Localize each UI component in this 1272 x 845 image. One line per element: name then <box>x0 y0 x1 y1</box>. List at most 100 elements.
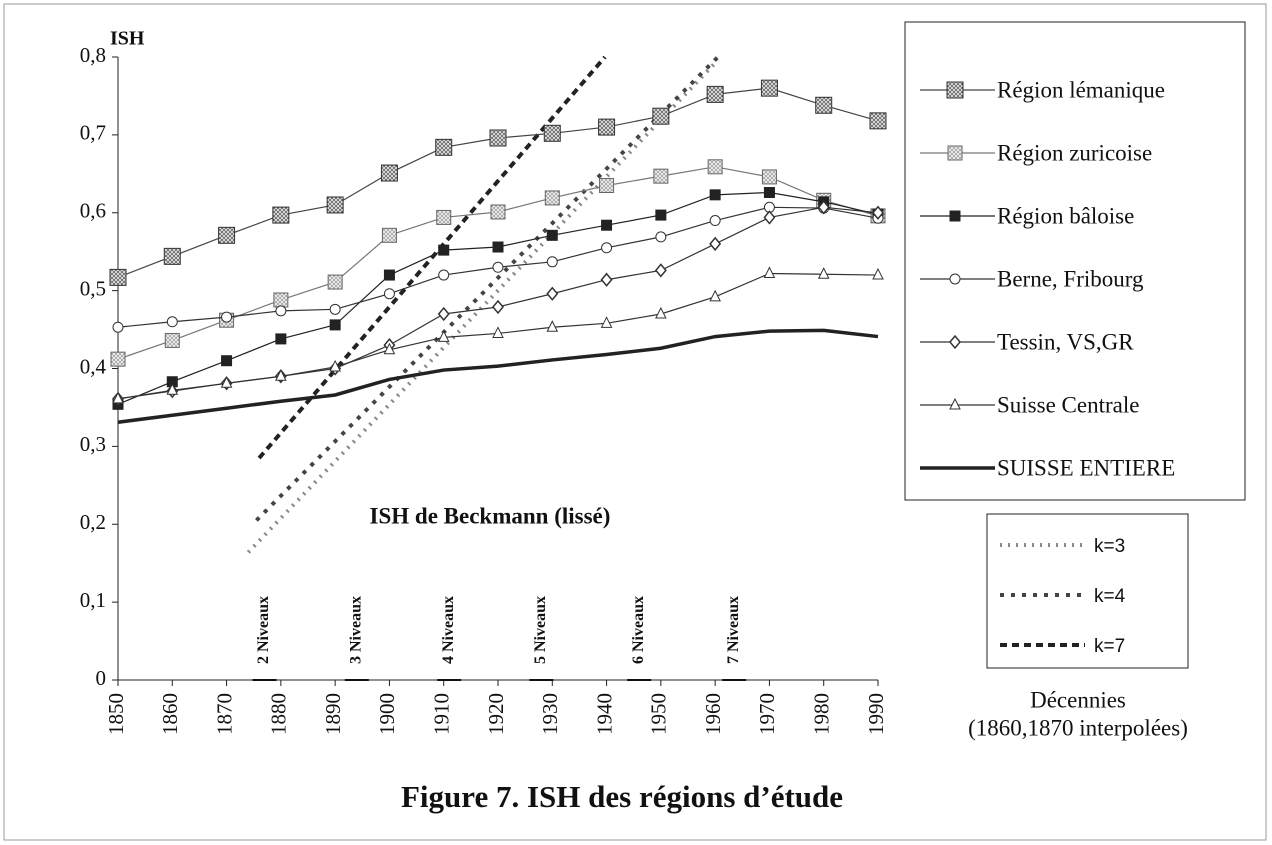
marker <box>546 286 559 301</box>
marker <box>437 306 450 322</box>
marker <box>652 107 670 125</box>
marker <box>543 124 561 142</box>
marker <box>437 330 450 342</box>
marker <box>761 169 777 185</box>
marker <box>275 333 287 345</box>
x-tick-label: 1930 <box>538 693 562 735</box>
level-label: 7 Niveaux <box>725 596 742 664</box>
marker <box>709 215 721 227</box>
legend-box <box>904 21 1246 501</box>
x-tick-label: 1920 <box>484 693 508 735</box>
legend-label: Région lémanique <box>997 77 1165 102</box>
x-tick-label: 1950 <box>647 693 671 735</box>
marker <box>544 190 560 206</box>
marker <box>110 351 126 367</box>
marker <box>383 269 395 281</box>
marker <box>709 236 722 252</box>
reference-line <box>255 55 720 522</box>
legend-label: k=7 <box>1094 636 1125 657</box>
marker <box>221 355 233 367</box>
level-label: 5 Niveaux <box>532 596 549 664</box>
marker <box>654 263 667 278</box>
marker <box>329 359 341 372</box>
marker <box>763 210 776 225</box>
x-tick-label: 1900 <box>375 693 399 735</box>
y-tick-label: 0,8 <box>80 43 106 67</box>
marker <box>327 274 343 290</box>
x-tick-label: 1880 <box>267 693 291 735</box>
marker <box>436 209 452 225</box>
y-tick-label: 0,3 <box>80 432 106 456</box>
y-tick-label: 0,5 <box>80 276 106 300</box>
marker <box>438 244 450 256</box>
x-tick-label: 1990 <box>864 693 888 735</box>
marker <box>655 306 667 319</box>
legend-label: Tessin, VS,GR <box>997 329 1134 354</box>
x-axis-label: (1860,1870 interpolées) <box>968 715 1188 740</box>
marker <box>383 342 396 355</box>
marker <box>815 96 833 114</box>
marker <box>709 189 721 201</box>
x-tick-label: 1970 <box>755 693 779 735</box>
marker <box>438 269 450 281</box>
marker <box>272 206 290 224</box>
marker <box>273 292 289 308</box>
marker <box>600 316 613 328</box>
marker <box>329 303 341 315</box>
marker <box>112 321 124 333</box>
legend-label: Suisse Centrale <box>997 392 1139 417</box>
x-tick-label: 1850 <box>104 693 128 735</box>
marker <box>600 272 613 287</box>
y-tick-label: 0,7 <box>80 121 106 145</box>
marker <box>221 311 233 323</box>
marker <box>869 112 887 130</box>
marker <box>164 332 180 348</box>
marker <box>112 391 124 404</box>
level-label: 4 Niveaux <box>440 596 457 664</box>
level-label: 2 Niveaux <box>255 596 272 664</box>
marker <box>763 266 776 278</box>
marker <box>546 229 558 241</box>
marker <box>546 320 559 332</box>
legend-box-k <box>986 513 1189 669</box>
marker <box>166 316 178 328</box>
x-tick-label: 1940 <box>592 693 616 735</box>
legend-label: k=4 <box>1094 586 1126 607</box>
marker <box>707 159 723 175</box>
reference-line <box>257 55 607 460</box>
marker <box>275 369 287 381</box>
x-tick-label: 1870 <box>212 693 236 735</box>
marker <box>763 187 775 199</box>
level-label: 6 Niveaux <box>630 596 647 664</box>
marker <box>872 205 884 220</box>
marker <box>329 319 341 331</box>
marker <box>949 334 961 350</box>
legend-label: Région zuricoise <box>997 140 1152 165</box>
marker <box>546 256 558 268</box>
marker <box>380 164 398 182</box>
y-tick-label: 0,6 <box>80 199 106 223</box>
marker <box>383 288 395 300</box>
x-tick-label: 1980 <box>810 693 834 735</box>
marker <box>598 118 616 136</box>
chart-title: Figure 7. ISH des régions d’étude <box>401 779 843 814</box>
marker <box>163 247 181 265</box>
legend-label: k=3 <box>1094 536 1125 557</box>
x-axis-label: Décennies <box>1030 687 1126 712</box>
y-axis-label: ISH <box>110 28 145 50</box>
marker <box>760 79 778 97</box>
series-line <box>117 328 879 424</box>
reference-line <box>246 58 720 554</box>
marker <box>220 376 233 388</box>
y-tick-label: 0 <box>96 666 107 690</box>
legend-label: Région bâloise <box>997 203 1134 228</box>
marker <box>949 210 961 222</box>
y-tick-label: 0,2 <box>80 510 106 534</box>
marker <box>381 227 397 243</box>
x-tick-label: 1890 <box>321 693 345 735</box>
marker <box>872 267 884 280</box>
series-line <box>117 191 879 405</box>
marker <box>601 219 613 231</box>
marker <box>817 267 830 279</box>
